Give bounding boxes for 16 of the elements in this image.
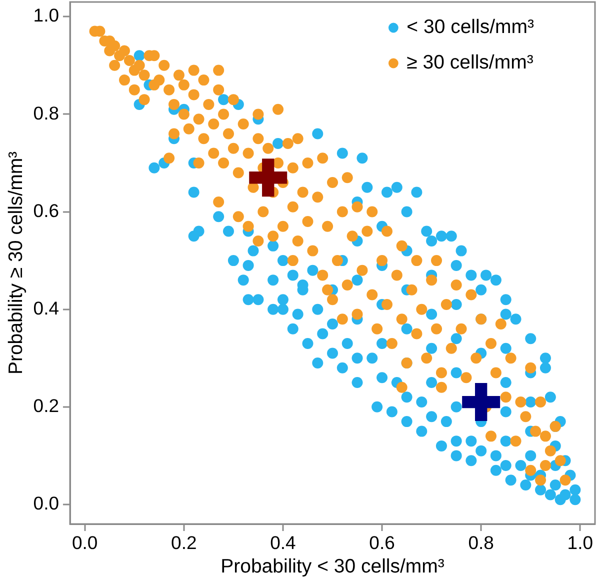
y-tick-label: 0.6 bbox=[33, 200, 59, 221]
legend-label: ≥ 30 cells/mm³ bbox=[406, 52, 534, 74]
y-tick-label: 0.4 bbox=[33, 297, 59, 318]
x-tick-label: 0.4 bbox=[270, 532, 296, 554]
x-tick-label: 0.0 bbox=[72, 532, 98, 554]
x-axis-title: Probability < 30 cells/mm³ bbox=[220, 556, 445, 578]
y-tick-label: 0.2 bbox=[33, 395, 59, 416]
x-tick-label: 0.8 bbox=[468, 532, 494, 554]
x-tick-label: 1.0 bbox=[567, 532, 593, 554]
y-axis-title: Probability ≥ 30 cells/mm³ bbox=[5, 150, 28, 375]
legend-label: < 30 cells/mm³ bbox=[406, 16, 535, 38]
y-tick-label: 1.0 bbox=[33, 4, 59, 26]
x-tick-label: 0.6 bbox=[369, 532, 395, 554]
y-tick-label: 0.8 bbox=[33, 102, 59, 124]
y-tick-label: 0.0 bbox=[33, 492, 59, 514]
x-tick-label: 0.2 bbox=[171, 532, 197, 554]
